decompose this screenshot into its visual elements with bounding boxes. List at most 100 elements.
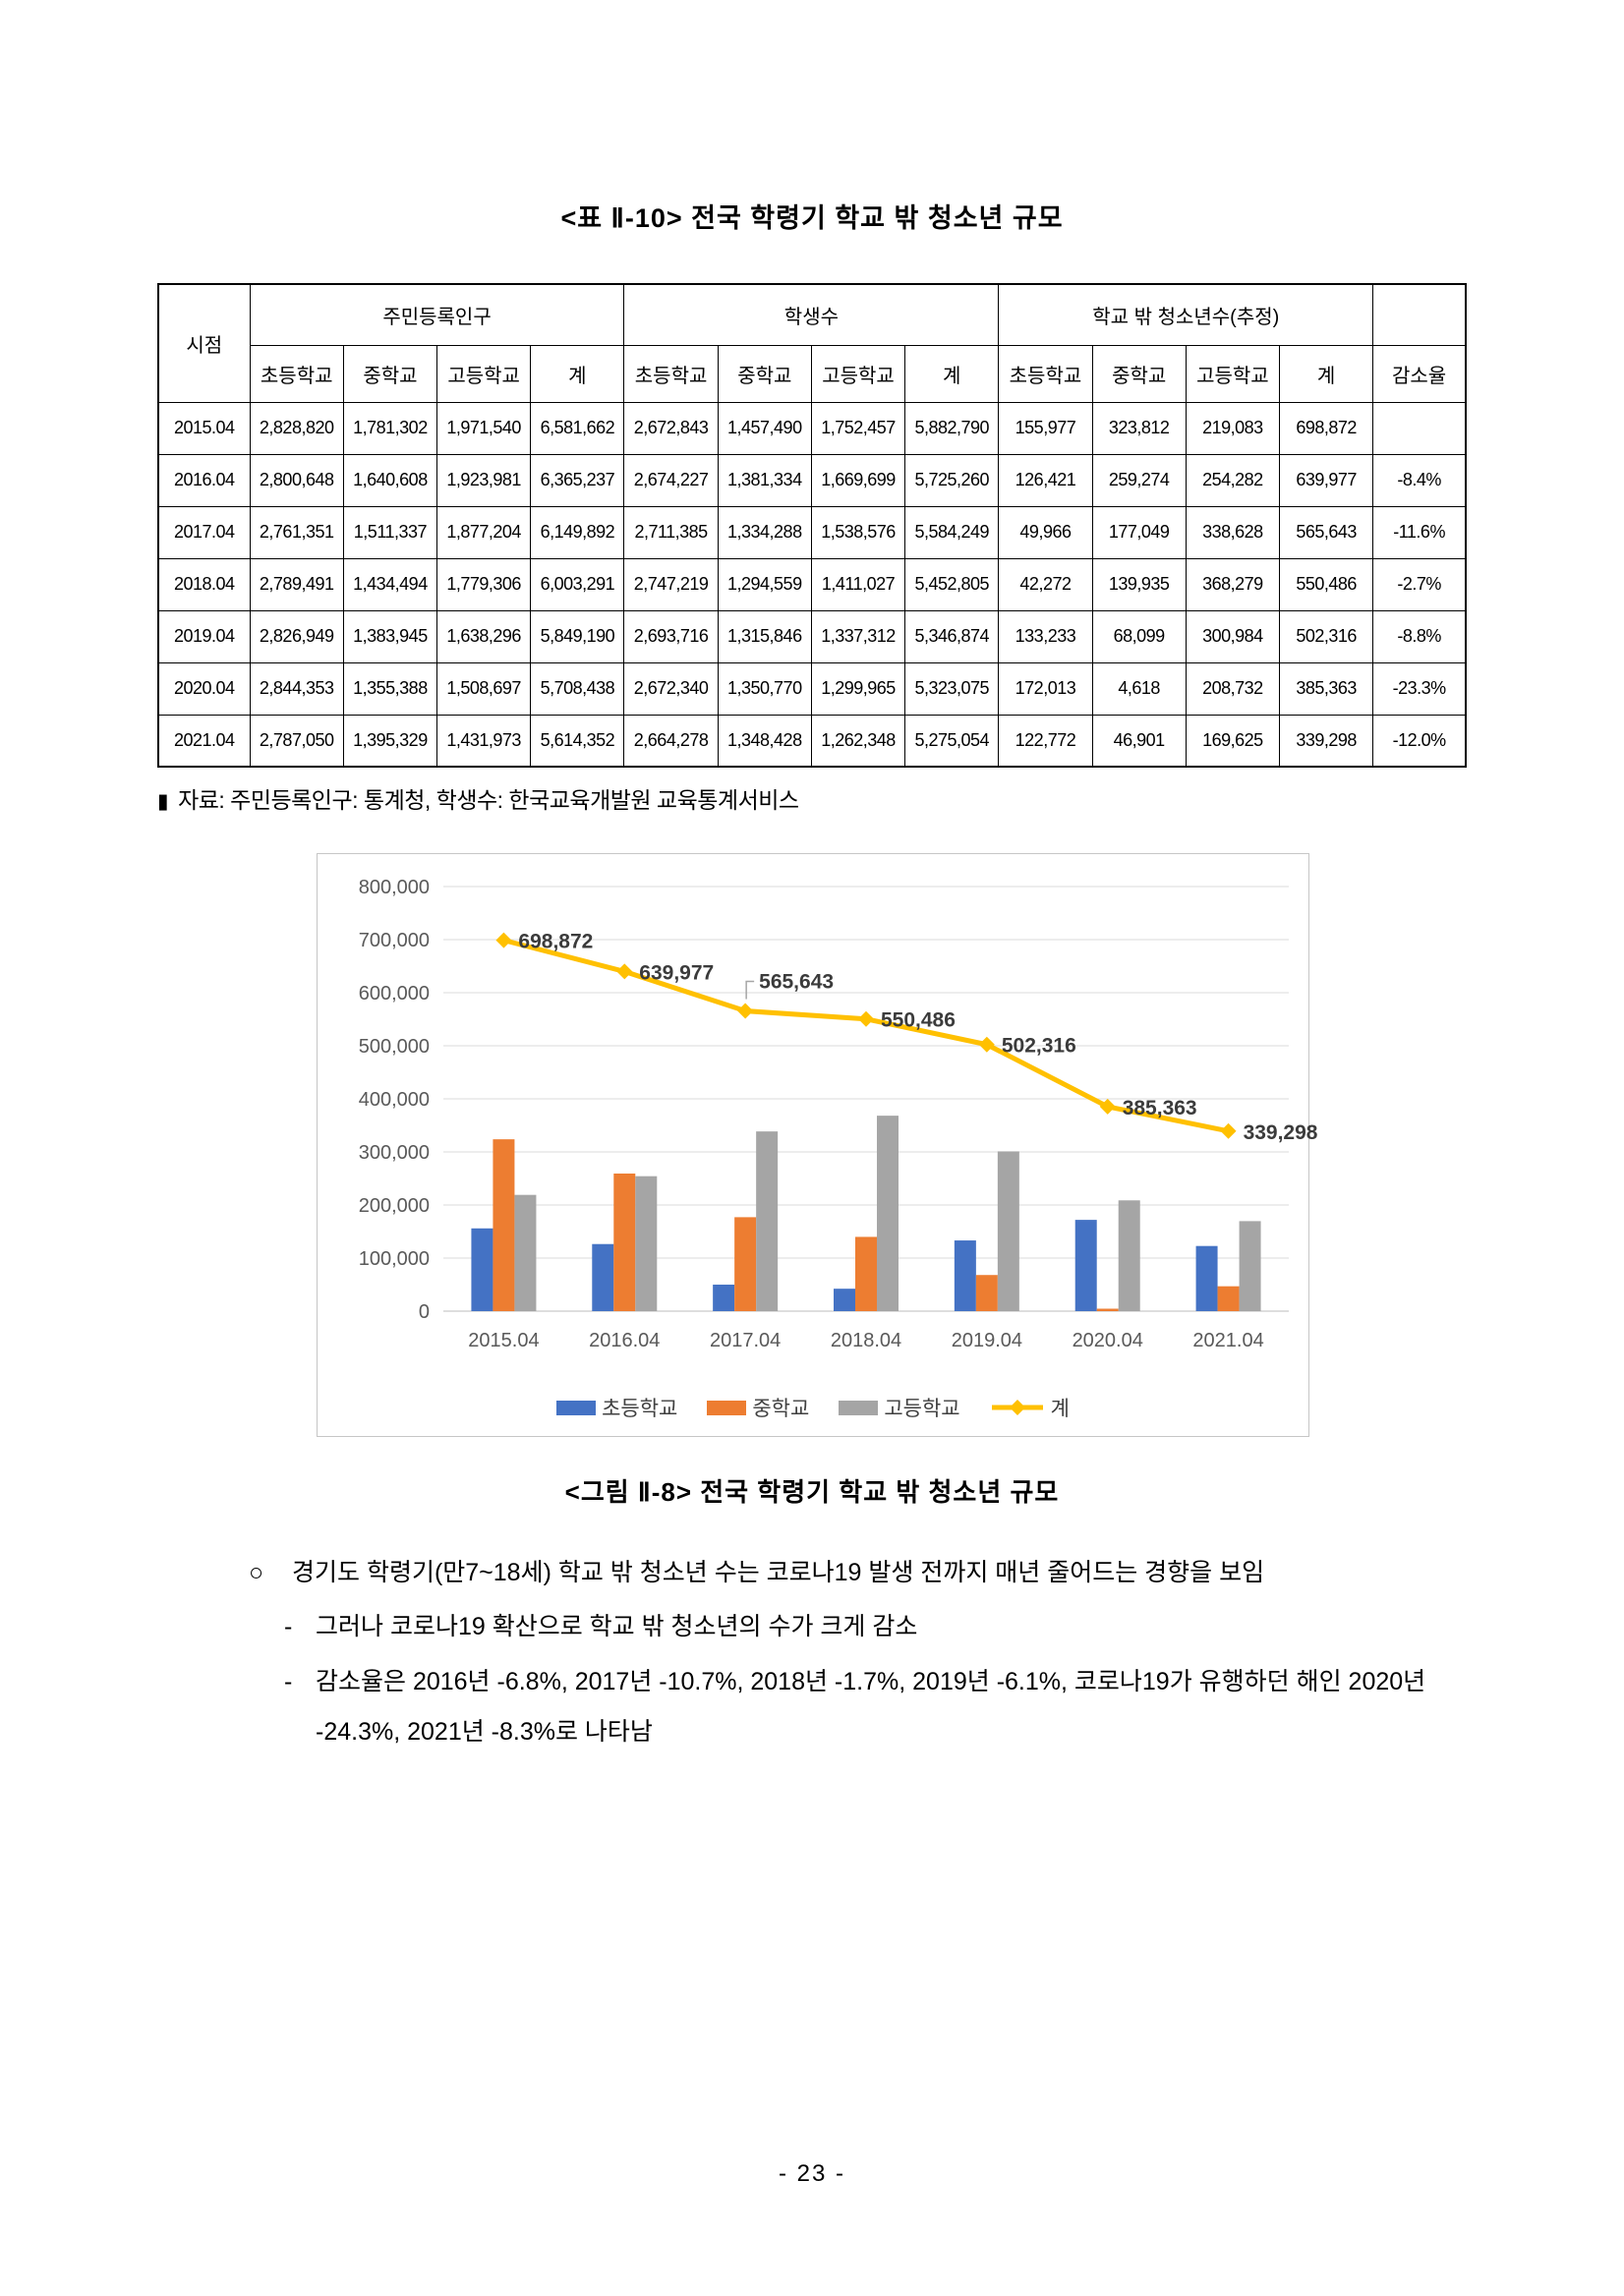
table-cell: 5,614,352	[530, 714, 625, 768]
table-cell: 126,421	[998, 453, 1093, 507]
table-cell: 2,789,491	[249, 557, 344, 611]
table-cell: 2,672,340	[623, 661, 719, 716]
col-header: 고등학교	[810, 344, 906, 403]
table-cell: 1,348,428	[717, 714, 812, 768]
source-note-marker: ▮	[157, 790, 169, 813]
legend-swatch	[839, 1400, 879, 1415]
table-cell: 1,262,348	[810, 714, 906, 768]
x-axis-tick-label: 2015.04	[468, 1330, 539, 1351]
table-cell: 1,334,288	[717, 505, 812, 559]
row-period-cell: 2018.04	[157, 557, 251, 611]
bullet-item: - 감소율은 2016년 -6.8%, 2017년 -10.7%, 2018년 …	[249, 1657, 1507, 1758]
table-cell: 177,049	[1091, 505, 1187, 559]
table-cell: 1,752,457	[810, 401, 906, 455]
row-period-cell: 2020.04	[157, 661, 251, 716]
x-axis-tick-label: 2020.04	[1073, 1330, 1143, 1351]
table-cell: 1,781,302	[342, 401, 438, 455]
header-row-groups: 시점 주민등록인구 학생수 학교 밖 청소년수(추정)	[157, 283, 1467, 403]
legend-label: 중학교	[752, 1398, 810, 1420]
table-cell: 5,346,874	[904, 609, 1000, 663]
chart-legend: 초등학교 중학교 고등학교 계	[318, 1393, 1308, 1422]
bar-초등학교	[1195, 1245, 1218, 1311]
data-label: 339,298	[1244, 1121, 1318, 1144]
bar-중학교	[975, 1275, 998, 1311]
bar-고등학교	[756, 1131, 779, 1311]
line-marker	[495, 932, 512, 948]
group-header-population: 주민등록인구	[249, 283, 625, 346]
header-row-columns: 초등학교 중학교 고등학교 계 초등학교 중학교 고등학교 계 초등학교 중학교…	[158, 344, 1467, 403]
bar-고등학교	[997, 1151, 1019, 1311]
bar-초등학교	[471, 1228, 493, 1311]
legend-swatch	[707, 1400, 747, 1415]
table-cell: 2,711,385	[623, 505, 719, 559]
table-cell: 1,350,770	[717, 661, 812, 716]
bullet-item: - 그러나 코로나19 확산으로 학교 밖 청소년의 수가 크게 감소	[249, 1602, 1507, 1652]
y-axis-tick-label: 500,000	[359, 1036, 430, 1058]
statistics-table-wrapper: 시점 주민등록인구 학생수 학교 밖 청소년수(추정) 초등학교 중학교 고등학…	[157, 283, 1467, 768]
table-cell: 2,674,227	[623, 453, 719, 507]
bullet-text: 그러나 코로나19 확산으로 학교 밖 청소년의 수가 크게 감소	[316, 1613, 918, 1641]
bullet-marker: -	[284, 1613, 293, 1641]
row-period-cell: 2015.04	[157, 401, 251, 455]
statistics-table: 시점 주민등록인구 학생수 학교 밖 청소년수(추정) 초등학교 중학교 고등학…	[157, 283, 1467, 768]
table-cell: 133,233	[998, 609, 1093, 663]
col-header: 중학교	[1091, 344, 1187, 403]
table-cell: 1,538,576	[810, 505, 906, 559]
table-cell: 122,772	[998, 714, 1093, 768]
table-row: 2016.04 2,800,648 1,640,608 1,923,981 6,365,…	[157, 453, 1467, 507]
table-row: 2019.04 2,826,949 1,383,945 1,638,296 5,849,…	[157, 609, 1467, 663]
col-header-decrease-rate: 감소율	[1372, 344, 1467, 403]
table-cell: -23.3%	[1372, 661, 1467, 716]
table-cell: 698,872	[1278, 401, 1374, 455]
table-cell: 2,844,353	[249, 661, 344, 716]
table-cell: 6,581,662	[530, 401, 625, 455]
table-cell: 5,323,075	[904, 661, 1000, 716]
table-cell: 502,316	[1278, 609, 1374, 663]
table-row: 2020.04 2,844,353 1,355,388 1,508,697 5,708,…	[157, 661, 1467, 716]
empty-header-cell	[1372, 283, 1467, 346]
data-label: 565,643	[759, 971, 834, 994]
bullet-marker: -	[284, 1667, 293, 1695]
col-header: 계	[904, 344, 1000, 403]
trend-line	[500, 938, 1232, 1134]
table-cell: 2,800,648	[249, 453, 344, 507]
table-cell: 219,083	[1185, 401, 1281, 455]
table-row: 2018.04 2,789,491 1,434,494 1,779,306 6,003,…	[157, 557, 1467, 611]
line-marker	[616, 963, 633, 980]
row-period-cell: 2021.04	[157, 714, 251, 768]
chart-figure: 0 100,000 200,000 300,000 400,000 500,000 600,…	[317, 853, 1318, 1437]
table-cell: 5,275,054	[904, 714, 1000, 768]
line-marker	[1099, 1098, 1116, 1115]
y-axis-tick-label: 100,000	[359, 1248, 430, 1270]
table-cell: 1,779,306	[436, 557, 532, 611]
table-cell: 254,282	[1185, 453, 1281, 507]
table-cell: 6,149,892	[530, 505, 625, 559]
table-cell: 1,640,608	[342, 453, 438, 507]
y-axis-tick-label: 200,000	[359, 1195, 430, 1217]
table-cell: 5,452,805	[904, 557, 1000, 611]
legend-label: 초등학교	[602, 1398, 678, 1420]
table-cell: 5,849,190	[530, 609, 625, 663]
table-cell: -11.6%	[1372, 505, 1467, 559]
y-axis-tick-label: 300,000	[359, 1142, 430, 1164]
table-cell: 68,099	[1091, 609, 1187, 663]
bar-초등학교	[713, 1285, 735, 1311]
source-note-text: 자료: 주민등록인구: 통계청, 학생수: 한국교육개발원 교육통계서비스	[178, 787, 799, 813]
table-row: 2015.04 2,828,820 1,781,302 1,971,540 6,581,…	[157, 401, 1467, 455]
table-cell: 172,013	[998, 661, 1093, 716]
table-cell: 1,381,334	[717, 453, 812, 507]
bar-고등학교	[635, 1176, 658, 1311]
bar-중학교	[855, 1236, 877, 1311]
bar-초등학교	[834, 1289, 855, 1311]
row-period-cell: 2019.04	[157, 609, 251, 663]
group-header-out-of-school: 학교 밖 청소년수(추정)	[998, 283, 1374, 346]
legend-label: 고등학교	[884, 1398, 960, 1420]
table-cell: -12.0%	[1372, 714, 1467, 768]
legend-item-고등학교: 고등학교	[839, 1393, 960, 1422]
label-leader-line	[745, 980, 755, 1000]
table-cell: 5,882,790	[904, 401, 1000, 455]
table-cell: 2,826,949	[249, 609, 344, 663]
table-cell: 1,355,388	[342, 661, 438, 716]
table-cell: 639,977	[1278, 453, 1374, 507]
